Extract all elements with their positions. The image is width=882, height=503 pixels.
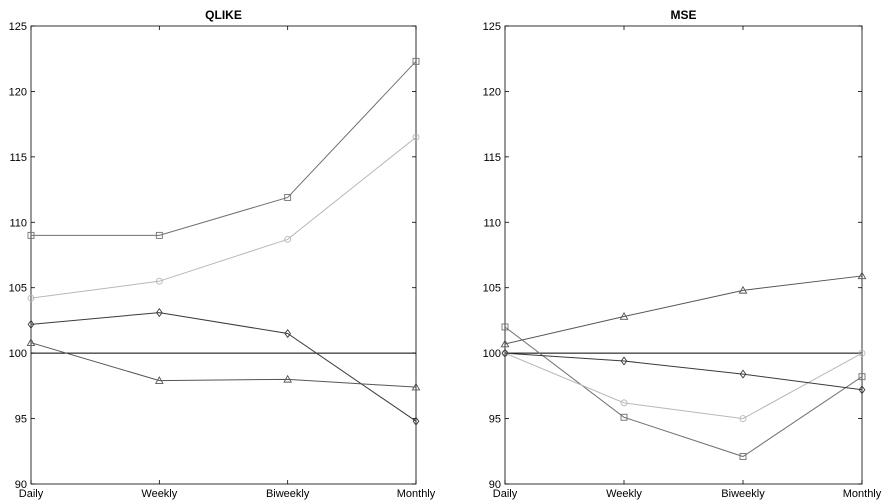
data-point-triangle (411, 382, 421, 391)
x-tick-label: Monthly (397, 488, 436, 500)
series-line-square (31, 60, 417, 236)
data-point-diamond (858, 385, 866, 395)
y-tick-label: 90 (15, 479, 27, 491)
chart-title: QLIKE (205, 8, 242, 22)
y-tick-label: 110 (483, 217, 501, 229)
data-point-diamond (739, 369, 747, 379)
plot-frame (30, 25, 417, 485)
x-tick-label: Weekly (606, 488, 642, 500)
data-point-square (412, 57, 420, 65)
data-point-square (858, 373, 866, 381)
y-tick-label: 95 (489, 414, 501, 426)
series-line-square (504, 326, 863, 458)
y-tick-label: 110 (9, 217, 27, 229)
y-tick-label: 115 (9, 152, 27, 164)
data-point-diamond (412, 416, 420, 426)
y-tick-label: 125 (483, 21, 501, 33)
x-tick-label: Biweekly (721, 488, 765, 500)
y-tick-label: 95 (15, 414, 27, 426)
data-point-diamond (155, 308, 163, 318)
y-tick-label: 105 (9, 283, 27, 295)
data-point-triangle (283, 374, 293, 383)
data-point-circle (739, 415, 747, 423)
x-tick-label: Daily (19, 488, 44, 500)
data-point-triangle (26, 338, 36, 346)
x-tick-label: Biweekly (266, 488, 310, 500)
plot-frame (504, 25, 863, 485)
data-point-diamond (620, 356, 628, 366)
data-point-square (501, 323, 509, 331)
data-point-diamond (27, 319, 35, 329)
x-tick-label: Monthly (843, 488, 882, 500)
y-tick-label: 100 (483, 348, 501, 360)
data-point-diamond (284, 328, 292, 339)
y-tick-label: 100 (9, 348, 27, 360)
y-tick-label: 105 (483, 283, 501, 295)
data-point-circle (620, 399, 628, 407)
data-point-triangle (738, 285, 748, 294)
x-tick-label: Daily (493, 488, 518, 500)
y-tick-label: 120 (483, 86, 501, 98)
data-point-diamond (501, 348, 509, 358)
y-tick-label: 125 (9, 21, 27, 33)
series-line-circle (504, 352, 863, 420)
chart-title: MSE (670, 8, 696, 22)
mse-panel: MSE 90 95 100 105 110 115 120 125 Daily Weekly Biwe… (483, 8, 882, 500)
series-line-diamond (30, 312, 417, 422)
data-point-circle (412, 133, 420, 141)
series-line-triangle (30, 342, 417, 388)
y-tick-label: 120 (9, 86, 27, 98)
data-point-circle (284, 235, 292, 243)
y-tick-label: 90 (489, 479, 501, 491)
x-tick-label: Weekly (141, 488, 177, 500)
data-point-square (155, 231, 163, 239)
data-point-circle (27, 294, 35, 302)
data-point-triangle (500, 339, 510, 348)
data-point-triangle (154, 376, 164, 384)
series-line-triangle (504, 275, 863, 345)
data-point-square (620, 413, 628, 421)
data-point-circle (858, 349, 866, 357)
data-point-square (284, 193, 292, 201)
series-line-diamond (504, 352, 863, 391)
data-point-square (739, 453, 747, 460)
qlike-panel: QLIKE 90 95 100 105 110 115 120 125 Daily Weekly Bi… (9, 8, 436, 500)
data-point-square (27, 231, 35, 239)
data-point-circle (155, 277, 163, 285)
data-point-triangle (619, 311, 629, 320)
data-point-triangle (857, 271, 867, 280)
series-line-circle (30, 136, 417, 299)
y-tick-label: 115 (483, 152, 501, 164)
